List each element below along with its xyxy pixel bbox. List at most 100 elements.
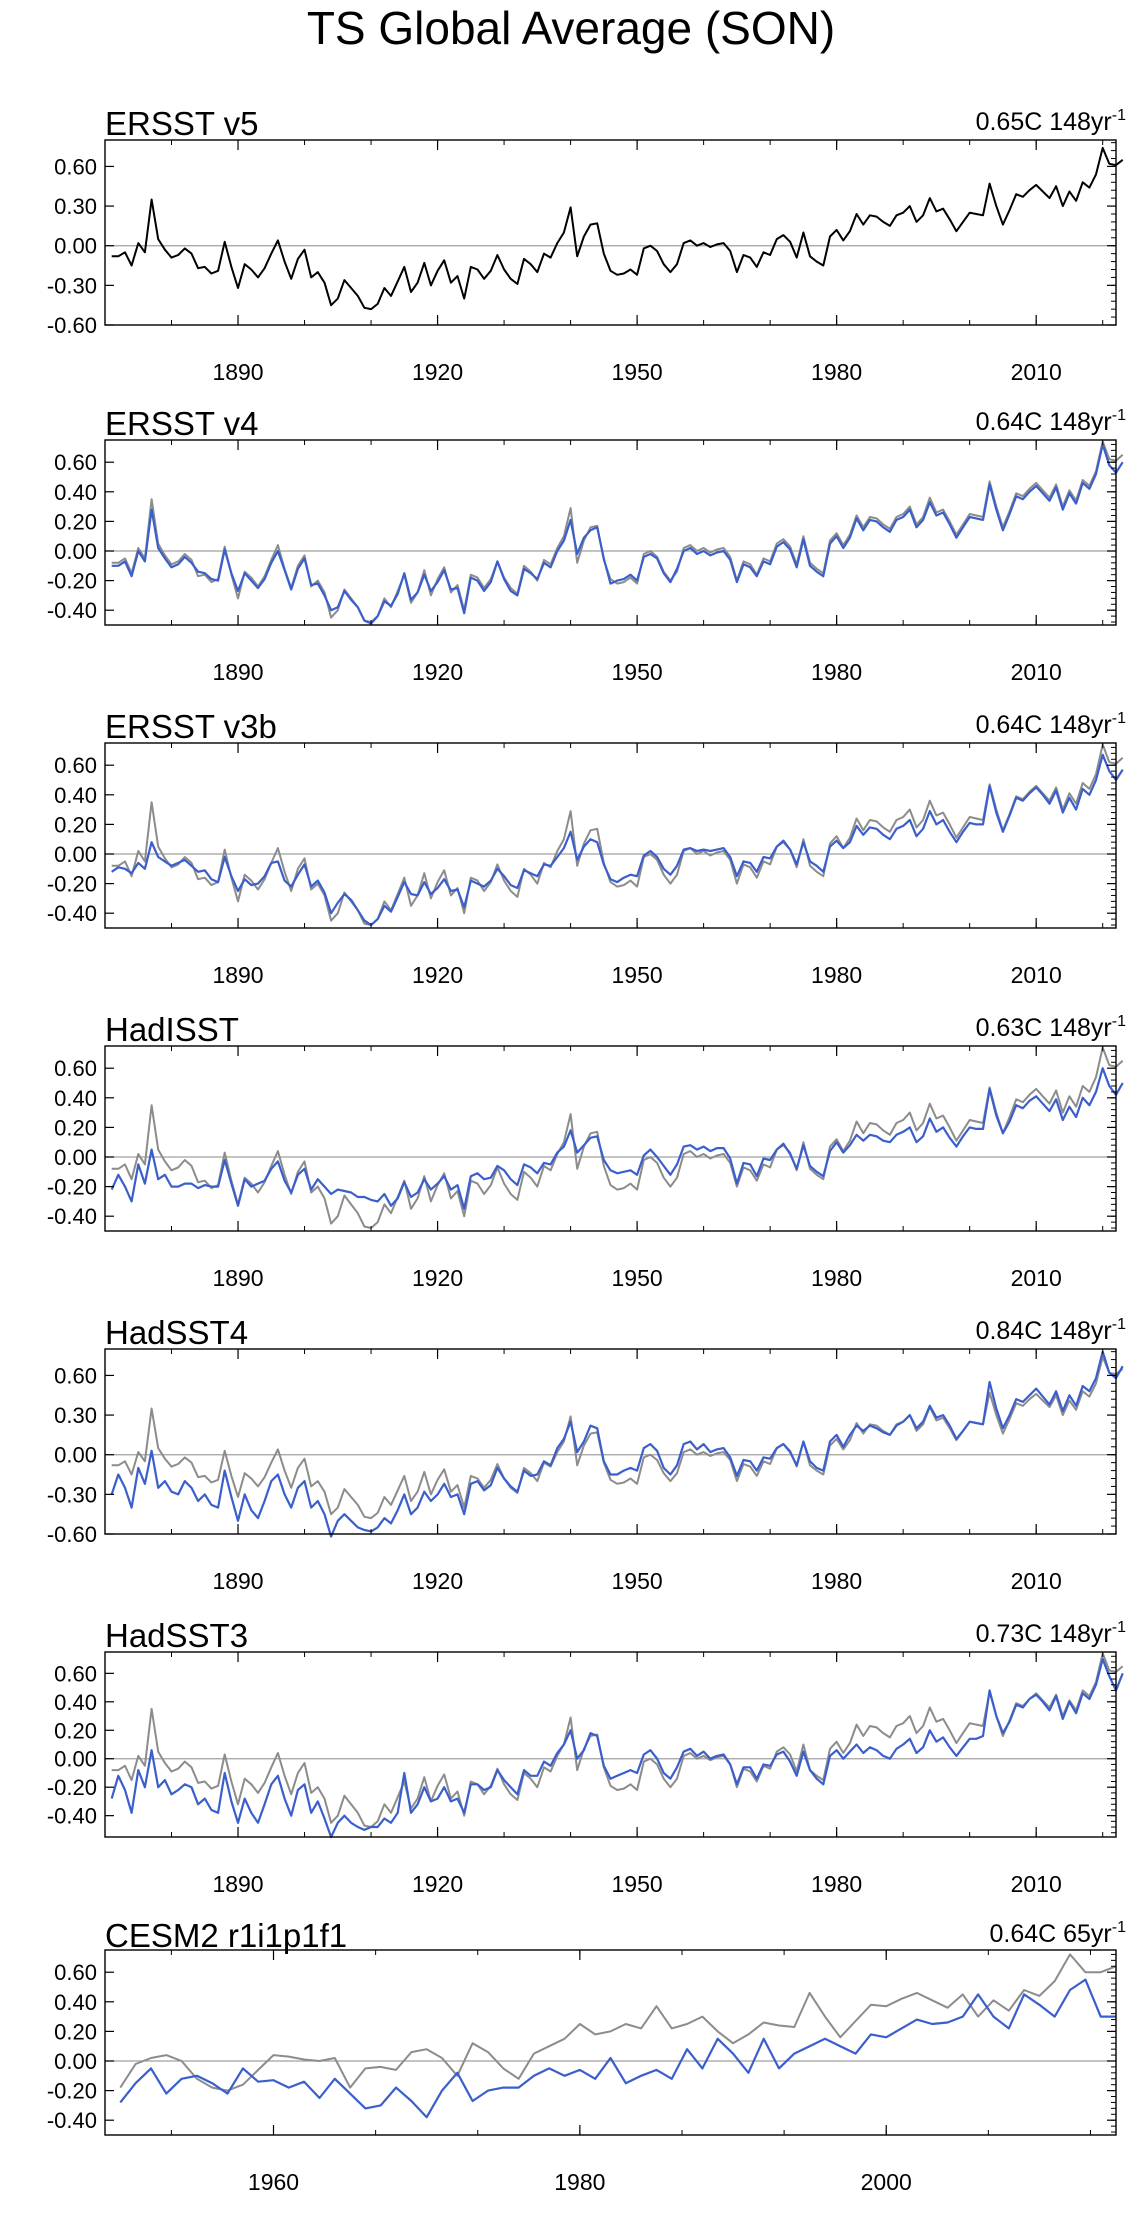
trend-exponent: -1 bbox=[1112, 107, 1126, 124]
trend-label: 0.64C 148yr-1 bbox=[976, 710, 1127, 739]
y-tick-label: 0.00 bbox=[54, 1747, 97, 1772]
y-tick-label: 0.40 bbox=[54, 480, 97, 505]
plot-frame bbox=[104, 139, 1117, 326]
plot-frame bbox=[104, 439, 1117, 626]
y-tick-label: -0.40 bbox=[47, 598, 97, 623]
x-tick-label: 1950 bbox=[612, 1568, 663, 1594]
trend-label: 0.64C 65yr-1 bbox=[989, 1919, 1126, 1948]
series-line-reference bbox=[119, 1953, 1117, 2092]
y-tick-label: 0.00 bbox=[54, 1145, 97, 1170]
y-tick-label: -0.20 bbox=[47, 1775, 97, 1800]
x-tick-label: 1920 bbox=[412, 659, 463, 685]
x-tick-label: 2010 bbox=[1011, 962, 1062, 988]
y-tick-label: 0.20 bbox=[54, 509, 97, 534]
y-tick-label: 0.40 bbox=[54, 1990, 97, 2015]
y-tick-label: 0.30 bbox=[54, 194, 97, 219]
y-tick-label: -0.20 bbox=[47, 872, 97, 897]
x-tick-label: 1920 bbox=[412, 1568, 463, 1594]
panel-ersst-v4: ERSST v4 0.64C 148yr-1 -0.40 -0.20 0.00 0.2… bbox=[47, 405, 1126, 685]
series-line-dataset bbox=[110, 1657, 1124, 1839]
x-tick-label: 1890 bbox=[212, 1568, 263, 1594]
y-tick-label: -0.40 bbox=[47, 1804, 97, 1829]
trend-label: 0.64C 148yr-1 bbox=[976, 407, 1127, 436]
x-tick-label: 1980 bbox=[811, 359, 862, 385]
panel-cesm2: CESM2 r1i1p1f1 0.64C 65yr-1 -0.40 -0.20 0.… bbox=[47, 1917, 1126, 2195]
x-tick-label: 1980 bbox=[811, 1568, 862, 1594]
plot-frame bbox=[104, 1651, 1117, 1838]
x-tick-label: 2010 bbox=[1011, 659, 1062, 685]
x-tick-label: 1890 bbox=[212, 1265, 263, 1291]
panel-title: HadSST3 bbox=[105, 1617, 248, 1654]
x-tick-label: 1890 bbox=[212, 359, 263, 385]
y-tick-label: 0.20 bbox=[54, 1718, 97, 1743]
y-tick-label: 0.00 bbox=[54, 539, 97, 564]
trend-exponent: -1 bbox=[1112, 710, 1126, 727]
x-tick-label: 2010 bbox=[1011, 1265, 1062, 1291]
trend-exponent: -1 bbox=[1112, 1013, 1126, 1030]
x-tick-label: 1980 bbox=[811, 1265, 862, 1291]
panel-title: ERSST v3b bbox=[105, 708, 277, 745]
panel-ersst-v3b: ERSST v3b 0.64C 148yr-1 -0.40 -0.20 0.00 0.… bbox=[47, 708, 1126, 988]
y-tick-label: 0.20 bbox=[54, 812, 97, 837]
panel-title: ERSST v5 bbox=[105, 105, 258, 142]
y-tick-label: 0.00 bbox=[54, 2049, 97, 2074]
y-tick-label: 0.40 bbox=[54, 783, 97, 808]
x-tick-label: 1960 bbox=[248, 2169, 299, 2195]
trend-label: 0.65C 148yr-1 bbox=[976, 107, 1127, 136]
x-tick-label: 2000 bbox=[861, 2169, 912, 2195]
y-tick-label: 0.60 bbox=[54, 1056, 97, 1081]
y-tick-label: -0.20 bbox=[47, 569, 97, 594]
trend-label: 0.84C 148yr-1 bbox=[976, 1316, 1127, 1345]
y-tick-label: 0.60 bbox=[54, 1960, 97, 1985]
x-tick-label: 1920 bbox=[412, 1265, 463, 1291]
panel-title: ERSST v4 bbox=[105, 405, 258, 442]
x-tick-label: 1950 bbox=[612, 659, 663, 685]
y-tick-label: -0.40 bbox=[47, 1204, 97, 1229]
y-tick-label: 0.60 bbox=[54, 154, 97, 179]
x-tick-label: 1920 bbox=[412, 359, 463, 385]
panel-ersst-v5: ERSST v5 0.65C 148yr-1 -0.60 -0.30 0.00 0.3… bbox=[47, 105, 1126, 385]
plot-frame bbox=[104, 1949, 1117, 2136]
plot-frame bbox=[104, 1045, 1117, 1232]
x-tick-label: 1950 bbox=[612, 359, 663, 385]
trend-exponent: -1 bbox=[1112, 1919, 1126, 1936]
x-tick-label: 1890 bbox=[212, 659, 263, 685]
y-tick-label: 0.60 bbox=[54, 1363, 97, 1388]
trend-exponent: -1 bbox=[1112, 1619, 1126, 1636]
y-tick-label: 0.60 bbox=[54, 450, 97, 475]
y-tick-label: 0.60 bbox=[54, 753, 97, 778]
y-tick-label: -0.30 bbox=[47, 273, 97, 298]
series-line-dataset bbox=[110, 1067, 1124, 1210]
series-line-observed bbox=[111, 146, 1124, 311]
trend-label: 0.63C 148yr-1 bbox=[976, 1013, 1127, 1042]
panel-title: HadSST4 bbox=[105, 1314, 248, 1351]
y-tick-label: -0.60 bbox=[47, 1522, 97, 1547]
x-tick-label: 1890 bbox=[212, 1871, 263, 1897]
y-tick-label: -0.40 bbox=[47, 901, 97, 926]
y-tick-label: -0.40 bbox=[47, 2108, 97, 2133]
series-line-dataset bbox=[111, 443, 1124, 625]
y-tick-label: -0.20 bbox=[47, 1175, 97, 1200]
x-tick-label: 1950 bbox=[612, 962, 663, 988]
trend-exponent: -1 bbox=[1112, 407, 1126, 424]
x-tick-label: 1890 bbox=[212, 962, 263, 988]
series-line-reference bbox=[111, 1046, 1124, 1229]
y-tick-label: 0.00 bbox=[54, 842, 97, 867]
y-tick-label: 0.30 bbox=[54, 1403, 97, 1428]
y-tick-label: 0.20 bbox=[54, 2019, 97, 2044]
x-tick-label: 1920 bbox=[412, 962, 463, 988]
x-tick-label: 1950 bbox=[612, 1265, 663, 1291]
plot-frame bbox=[104, 742, 1117, 929]
x-tick-label: 1980 bbox=[811, 962, 862, 988]
series-line-reference bbox=[111, 743, 1124, 926]
y-tick-label: 0.00 bbox=[54, 1443, 97, 1468]
x-tick-label: 1920 bbox=[412, 1871, 463, 1897]
x-tick-label: 2010 bbox=[1011, 1568, 1062, 1594]
series-line-reference bbox=[111, 1355, 1124, 1520]
panel-hadsst4: HadSST4 0.84C 148yr-1 -0.60 -0.30 0.00 0.30… bbox=[47, 1314, 1126, 1594]
x-tick-label: 2010 bbox=[1011, 1871, 1062, 1897]
series-line-dataset bbox=[110, 1350, 1124, 1538]
y-tick-label: 0.40 bbox=[54, 1086, 97, 1111]
series-line-reference bbox=[111, 440, 1124, 623]
